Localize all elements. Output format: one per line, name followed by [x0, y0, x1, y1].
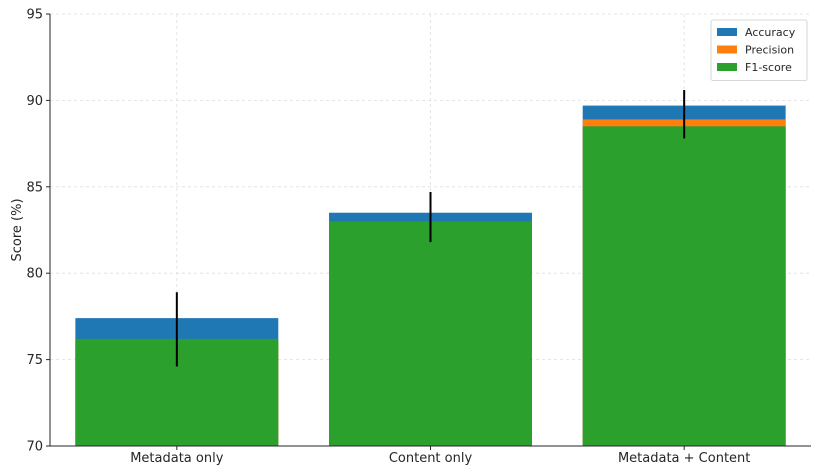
y-tick-label: 80	[26, 267, 43, 282]
axes-layer	[46, 13, 811, 450]
y-tick-label: 90	[26, 94, 43, 109]
x-tick-label: Content only	[389, 451, 473, 466]
y-tick-label: 70	[26, 440, 43, 455]
legend-swatch	[717, 45, 737, 54]
y-tick-label: 85	[26, 180, 43, 195]
x-tick-label: Metadata + Content	[618, 451, 750, 466]
bar-f1-score	[329, 221, 532, 446]
legend-swatch	[717, 63, 737, 71]
legend: Accuracy Precision F1-score	[710, 19, 808, 81]
bars-layer	[75, 105, 786, 447]
x-tick-label: Metadata only	[130, 451, 223, 466]
bar-f1-score	[582, 126, 786, 446]
y-tick-label: 75	[26, 353, 43, 368]
legend-swatch	[717, 28, 737, 36]
tick-labels-layer: 70 75 80 85 90 95 Metadata only Content only Met…	[26, 8, 750, 467]
error-bars-layer	[175, 90, 686, 367]
legend-label: Precision	[745, 44, 794, 57]
legend-label: F1-score	[745, 61, 792, 74]
legend-label: Accuracy	[745, 26, 796, 39]
y-axis-title: Score (%)	[10, 198, 25, 261]
y-tick-label: 95	[26, 8, 43, 23]
